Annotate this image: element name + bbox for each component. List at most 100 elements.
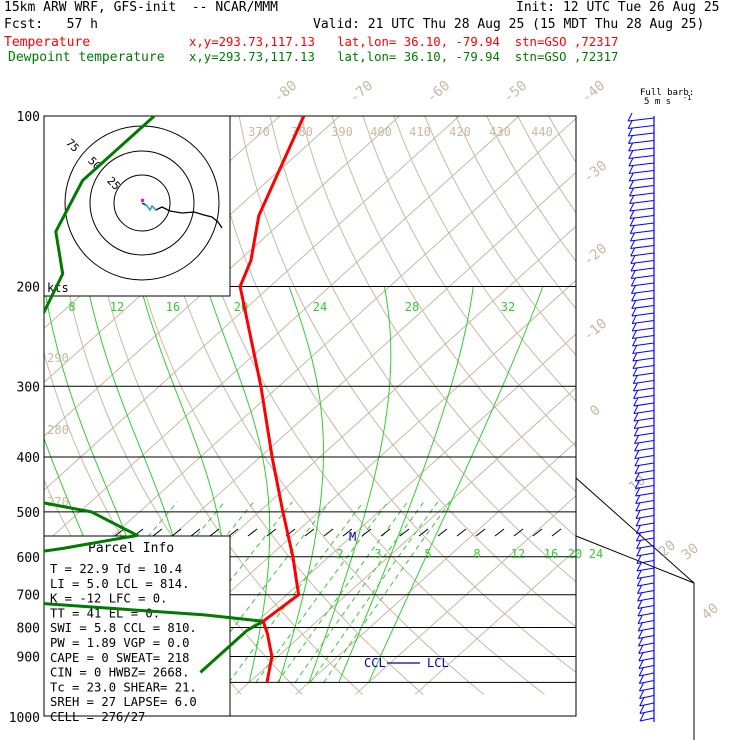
isotherm-line [414, 548, 576, 695]
moist-adiabat-label: 28 [405, 300, 419, 314]
wind-barb-flag [628, 157, 634, 167]
wind-barb-flag [636, 562, 642, 572]
parcel-info-title: Parcel Info [88, 541, 174, 556]
wind-barb-flag [638, 675, 644, 684]
wind-barb-flag [633, 405, 639, 414]
wind-barb-flag [629, 210, 635, 219]
wind-barb [630, 260, 655, 264]
isotherm-label: -20 [581, 241, 611, 270]
pressure-label: 900 [17, 651, 40, 666]
wind-barb-flag [629, 217, 635, 227]
wind-barb-flag [633, 390, 639, 399]
wind-barb-flag [634, 457, 640, 467]
wind-barb-flag [633, 427, 639, 437]
wind-barb-flag [630, 255, 636, 264]
wind-barb-flag [627, 112, 633, 122]
wind-barb-flag [628, 180, 634, 189]
wind-barb-flag [632, 360, 638, 369]
wind-barb [639, 710, 655, 714]
parcel-info-row: Tc = 23.0 SHEAR= 21. [50, 680, 197, 694]
wind-barb [631, 290, 655, 294]
wind-barb-flag [636, 577, 642, 587]
dry-adiabat-line [207, 116, 576, 674]
dry-adiabat-line [424, 116, 576, 356]
wind-barb [633, 417, 655, 422]
boundary-hatch [304, 528, 315, 537]
barb-legend-title: Full barb: [640, 88, 694, 98]
wind-barb [636, 552, 655, 557]
parcel-info-row: CELL = 276/27 [50, 710, 145, 724]
wind-barb-column: Full barb:5 m s -1 [627, 88, 694, 722]
wind-barb-flag [636, 570, 642, 579]
isotherm-label: -10 [581, 316, 611, 345]
wind-barb [630, 245, 655, 249]
wind-barb-flag [632, 352, 638, 362]
wind-barb-flag [631, 300, 637, 309]
pressure-label: 700 [17, 589, 40, 604]
barb-legend-unit: 5 m s [644, 97, 671, 107]
wind-barb-flag [632, 337, 637, 347]
isotherm-line [355, 495, 576, 695]
parcel-info-row: LI = 5.0 LCL = 814. [50, 577, 189, 591]
wind-barb [633, 410, 655, 414]
wind-barb [636, 545, 655, 549]
wind-barb-flag [634, 435, 639, 444]
dry-adiabat-line [145, 116, 485, 695]
parcel-info-panel: Parcel Info T = 22.9 Td = 10.4LI = 5.0 LC… [43, 528, 562, 724]
wind-barb [628, 155, 655, 159]
wind-barb [634, 455, 655, 459]
boundary-hatch [532, 528, 543, 537]
wind-barb-flag [637, 622, 643, 632]
wind-barb-flag [629, 195, 635, 204]
dry-adiabat-line [176, 116, 545, 695]
wind-barb [634, 425, 655, 429]
wind-barb [631, 305, 655, 309]
theta-label: 430 [489, 125, 511, 139]
theta-label: 420 [449, 125, 471, 139]
hodograph-lowlevel-trace [143, 202, 157, 212]
mixing-ratio-line [309, 501, 439, 683]
wind-barb-flag [632, 382, 638, 392]
wind-barb [630, 237, 655, 242]
wind-barb-flag [628, 135, 633, 144]
boundary-hatch [190, 528, 201, 537]
theta-label: 280 [47, 423, 69, 437]
wind-barb-flag [631, 307, 637, 317]
wind-barb-flag [638, 667, 644, 677]
wind-barb [639, 687, 655, 692]
moist-adiabat-label: 16 [166, 300, 180, 314]
wind-barb-flag [633, 420, 639, 429]
wind-barb [628, 162, 655, 167]
pressure-label: 100 [17, 110, 40, 125]
wind-barb [636, 522, 655, 527]
mixing-ratio-label: 16 [544, 547, 558, 561]
parcel-info-row: T = 22.9 Td = 10.4 [50, 562, 182, 576]
temperature-legend-label: Temperature [4, 35, 91, 50]
dry-adiabat-line [114, 116, 424, 695]
mixing-box-diagonal [575, 477, 695, 584]
wind-barb-flag [628, 172, 634, 182]
wind-barb-flag [634, 450, 640, 459]
mixing-ratio-label: 3 [374, 547, 381, 561]
wind-barb [632, 350, 655, 354]
wind-barb-flag [637, 615, 643, 624]
wind-barb [635, 515, 655, 519]
wind-barb [633, 387, 655, 392]
moist-adiabat-label: 12 [110, 300, 124, 314]
wind-barb [634, 440, 655, 444]
theta-label: 290 [47, 351, 69, 365]
mixing-ratio-line [294, 501, 425, 683]
valid-time: Valid: 21 UTC Thu 28 Aug 25 (15 MDT Thu … [313, 17, 705, 32]
theta-label: 370 [248, 125, 270, 139]
wind-barb [628, 125, 655, 129]
wind-barb [628, 140, 655, 144]
parcel-info-row: CIN = 0 HWBZ= 2668. [50, 666, 189, 680]
isotherm-line [295, 441, 576, 695]
moist-adiabat-label: 24 [313, 300, 327, 314]
wind-barb [638, 665, 655, 669]
wind-barb-flag [637, 607, 643, 617]
melting-level-label: M [349, 530, 356, 544]
isotherm-line [175, 333, 576, 695]
